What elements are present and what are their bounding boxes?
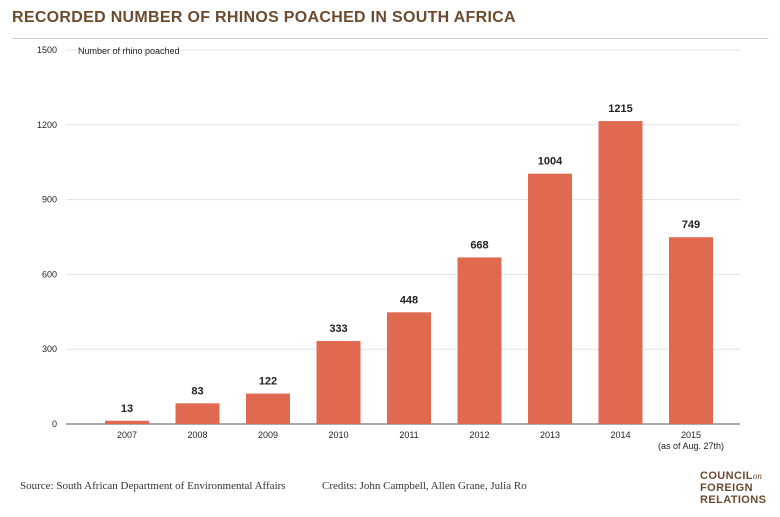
bar xyxy=(457,257,502,424)
y-tick-label: 1500 xyxy=(37,45,57,55)
data-label: 83 xyxy=(191,385,203,397)
title-divider xyxy=(12,38,768,39)
chart-title: RECORDED NUMBER OF RHINOS POACHED IN SOU… xyxy=(12,9,516,26)
x-tick-label: 2012 xyxy=(469,430,489,440)
bar xyxy=(316,340,361,424)
y-tick-label: 1200 xyxy=(37,120,57,130)
axis-ticks: 0 300 600 900 1200 1500 2007 2008 2009 2010 2011 20… xyxy=(37,45,724,451)
bar xyxy=(669,237,713,424)
bar xyxy=(528,173,572,424)
x-tick-sublabel: (as of Aug. 27th) xyxy=(658,441,724,451)
bar xyxy=(246,393,290,424)
data-label: 1215 xyxy=(608,103,632,115)
data-label: 668 xyxy=(470,239,488,251)
source-note: Source: South African Department of Envi… xyxy=(20,480,286,492)
data-label: 333 xyxy=(329,323,347,335)
x-tick-label: 2011 xyxy=(399,430,418,440)
y-axis-label: Number of rhino poached xyxy=(78,46,180,56)
x-tick-label: 2007 xyxy=(117,430,137,440)
data-label: 448 xyxy=(400,294,418,306)
y-tick-label: 600 xyxy=(42,269,57,279)
bars xyxy=(105,121,713,424)
bar xyxy=(105,420,149,424)
bar-chart: 13 83 122 333 448 668 1004 1215 749 0 300 600 900 12… xyxy=(37,45,740,451)
bar xyxy=(598,121,643,424)
cfr-logo[interactable]: COUNCILon FOREIGN RELATIONS xyxy=(700,470,766,506)
data-label: 1004 xyxy=(538,156,563,168)
logo-on: on xyxy=(752,471,762,481)
data-labels: 13 83 122 333 448 668 1004 1215 749 xyxy=(121,103,700,415)
x-tick-label: 2008 xyxy=(187,430,207,440)
data-label: 122 xyxy=(259,376,277,388)
data-label: 13 xyxy=(121,403,133,415)
x-tick-label: 2015 xyxy=(681,430,701,440)
x-tick-label: 2014 xyxy=(610,430,630,440)
data-label: 749 xyxy=(682,219,700,231)
logo-line-1: COUNCIL xyxy=(700,470,753,482)
x-tick-label: 2013 xyxy=(540,430,560,440)
credits-note: Credits: John Campbell, Allen Grane, Jul… xyxy=(322,480,527,492)
x-tick-label: 2010 xyxy=(328,430,348,440)
y-tick-label: 900 xyxy=(42,195,57,205)
x-tick-label: 2009 xyxy=(258,430,278,440)
logo-line-2: FOREIGN xyxy=(700,482,753,494)
y-tick-label: 300 xyxy=(42,344,57,354)
bar xyxy=(387,312,431,424)
y-tick-label: 0 xyxy=(52,419,57,429)
logo-line-3: RELATIONS xyxy=(700,494,767,506)
bar xyxy=(175,403,220,424)
